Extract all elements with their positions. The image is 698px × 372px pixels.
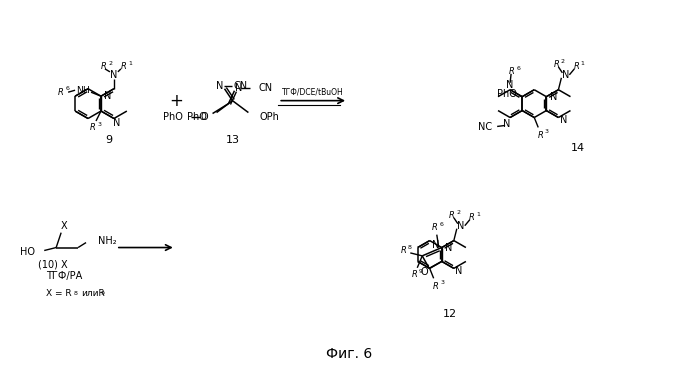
Text: R: R	[449, 211, 455, 220]
Text: R: R	[537, 131, 543, 140]
Text: 6: 6	[517, 66, 521, 71]
Text: 12: 12	[443, 309, 456, 319]
Text: 6: 6	[66, 86, 70, 91]
Text: R: R	[90, 124, 96, 132]
Text: R: R	[121, 62, 127, 71]
Text: N: N	[75, 86, 82, 95]
Text: ТГФ/DCE/tBuOH: ТГФ/DCE/tBuOH	[282, 87, 344, 96]
Text: CN: CN	[233, 81, 248, 91]
Text: N: N	[104, 91, 112, 101]
Text: N: N	[113, 118, 121, 128]
Text: R: R	[411, 270, 417, 279]
Text: Фиг. 6: Фиг. 6	[326, 347, 372, 361]
Text: O: O	[201, 112, 209, 122]
Text: 1: 1	[581, 61, 585, 66]
Text: N: N	[235, 83, 242, 93]
Text: N: N	[560, 115, 567, 125]
Text: (10) X: (10) X	[38, 259, 68, 269]
Text: HO: HO	[20, 247, 36, 257]
Text: PhO: PhO	[163, 112, 183, 122]
Text: X = R: X = R	[46, 289, 72, 298]
Text: 6: 6	[439, 222, 443, 227]
Text: N: N	[445, 243, 452, 253]
Text: 2: 2	[108, 61, 112, 66]
Text: H: H	[82, 86, 89, 95]
Text: N: N	[503, 119, 511, 129]
Text: 2: 2	[456, 210, 460, 215]
Text: N: N	[562, 70, 569, 80]
Text: R: R	[101, 62, 107, 71]
Text: R: R	[401, 246, 406, 256]
Text: N: N	[110, 70, 117, 80]
Text: 1: 1	[476, 212, 480, 217]
Text: R: R	[554, 60, 559, 70]
Text: R: R	[509, 67, 515, 76]
Text: 2: 2	[561, 59, 565, 64]
Text: ТГФ/РА: ТГФ/РА	[46, 271, 82, 281]
Text: илиR: илиR	[81, 289, 105, 298]
Text: R: R	[469, 213, 475, 222]
Text: 9: 9	[419, 269, 423, 274]
Text: 3: 3	[544, 129, 549, 134]
Text: N: N	[507, 80, 514, 90]
Text: NH₂: NH₂	[98, 235, 117, 246]
Text: R: R	[573, 62, 579, 71]
Text: 13: 13	[225, 135, 239, 145]
Text: 1: 1	[128, 61, 132, 66]
Text: N: N	[455, 266, 463, 276]
Text: 9: 9	[105, 135, 112, 145]
Text: CN: CN	[258, 83, 272, 93]
Text: OPh: OPh	[260, 112, 279, 122]
Text: 3: 3	[98, 122, 101, 127]
Text: N: N	[457, 221, 464, 231]
Text: 3: 3	[440, 280, 444, 285]
Text: N: N	[216, 81, 223, 91]
Text: R: R	[433, 282, 438, 291]
Text: 14: 14	[571, 143, 586, 153]
Text: N: N	[432, 240, 440, 250]
Text: NC: NC	[478, 122, 492, 132]
Text: N: N	[549, 92, 557, 102]
Text: PhO: PhO	[498, 89, 517, 99]
Text: 8: 8	[408, 245, 412, 250]
Text: O: O	[420, 267, 428, 278]
Text: R: R	[432, 223, 438, 232]
Text: 8: 8	[74, 291, 78, 296]
Text: X: X	[61, 221, 68, 231]
Text: R: R	[58, 88, 64, 97]
Text: 9: 9	[101, 291, 105, 296]
Text: PhO: PhO	[186, 112, 207, 122]
Text: +: +	[169, 92, 183, 110]
